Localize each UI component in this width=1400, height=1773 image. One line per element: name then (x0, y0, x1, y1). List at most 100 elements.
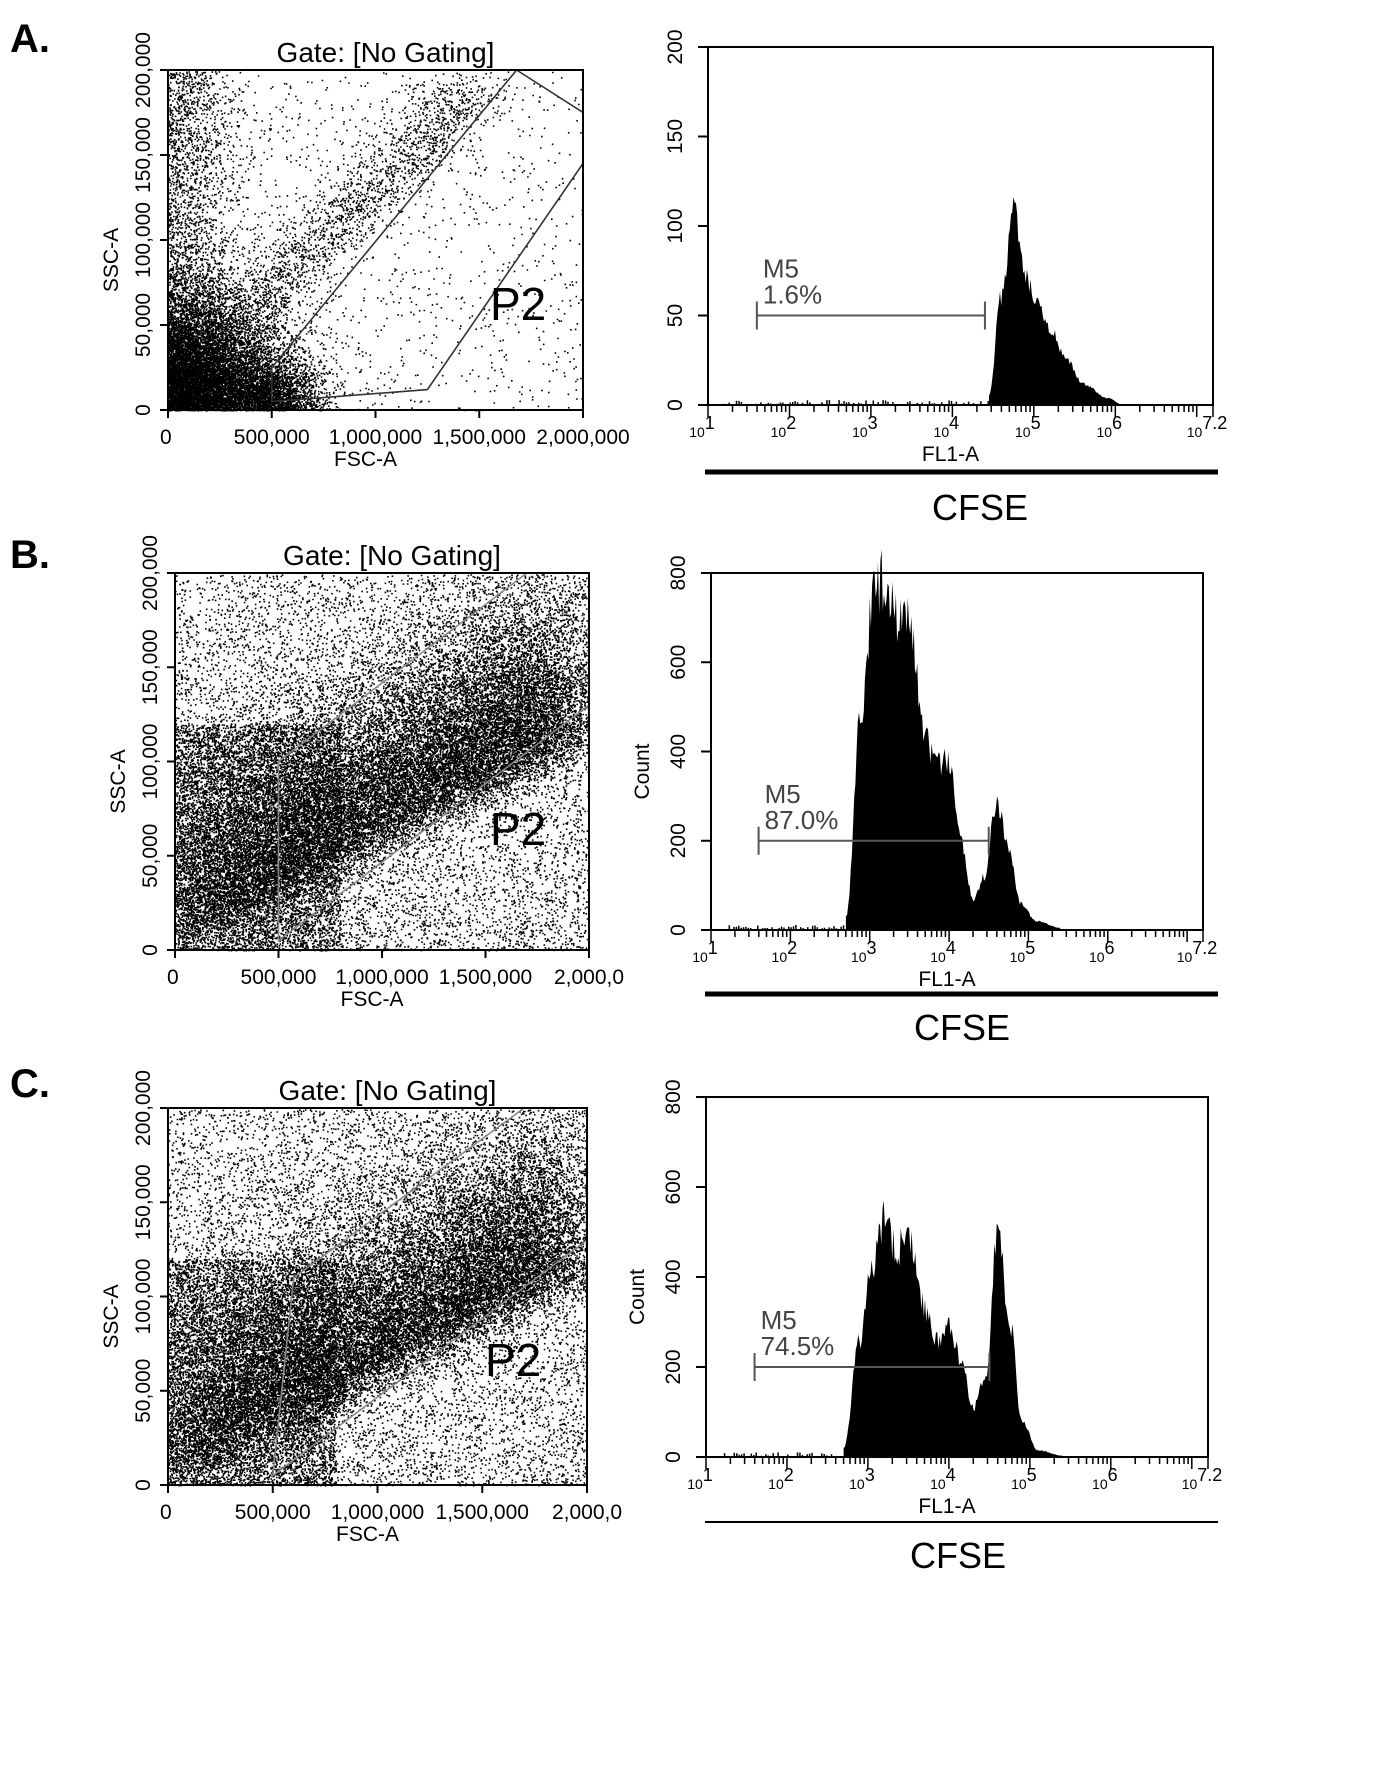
x-tick-label: 2,000,0 (552, 1501, 622, 1524)
cfse-caption: CFSE (932, 487, 1028, 528)
hist-y-tick-label: 400 (662, 1259, 685, 1294)
m5-marker-name: M5 (765, 779, 801, 809)
panel-label: A. (10, 17, 50, 61)
hist-x-tick-label: 107.2 (1177, 938, 1218, 965)
y-tick-label: 100,000 (132, 202, 155, 278)
x-tick-label: 1,500,000 (439, 966, 532, 989)
x-tick-label: 1,500,000 (433, 426, 526, 449)
scatter-events (168, 71, 584, 412)
hist-x-axis-label: FL1-A (918, 968, 975, 991)
histogram-bars (989, 197, 1124, 405)
hist-y-tick-label: 600 (667, 645, 690, 680)
hist-x-tick-label: 104 (930, 1465, 956, 1492)
hist-x-tick-label: 101 (692, 938, 718, 965)
hist-x-tick-label: 105 (1011, 1465, 1037, 1492)
x-tick-label: 1,000,000 (329, 426, 422, 449)
hist-x-tick-label: 102 (772, 938, 798, 965)
p2-gate-label: P2 (490, 278, 546, 330)
panel-b: B. Gate: [No Gating] 0 500,000 1,000,000 1,50… (10, 533, 1218, 1048)
y-tick-label: 150,000 (132, 117, 155, 193)
hist-x-tick-label: 101 (689, 413, 715, 440)
x-tick-label: 2,000,0 (554, 966, 624, 989)
hist-y-tick-label: 0 (667, 924, 690, 936)
hist-x-tick-label: 107.2 (1187, 413, 1228, 440)
m5-marker-name: M5 (761, 1305, 797, 1335)
hist-y-tick-label: 600 (662, 1169, 685, 1204)
y-tick-label: 200,000 (132, 32, 155, 108)
m5-marker (753, 1353, 991, 1381)
m5-marker-percent: 87.0% (765, 805, 839, 835)
hist-y-tick-label: 0 (662, 1451, 685, 1463)
cfse-caption: CFSE (910, 1535, 1006, 1576)
hist-x-ticks (710, 930, 1204, 942)
scatter-plot: Gate: [No Gating] 0 500,000 1,000,000 1,500,… (107, 535, 624, 1011)
scatter-events (168, 1109, 588, 1487)
hist-x-axis-label: FL1-A (922, 443, 979, 466)
hist-x-ticks (707, 405, 1214, 417)
x-tick-label: 0 (167, 966, 179, 989)
m5-marker-percent: 74.5% (761, 1331, 835, 1361)
p2-gate (270, 68, 584, 403)
x-axis-label: FSC-A (336, 1523, 399, 1546)
hist-y-axis-label: Count (631, 743, 654, 799)
hist-x-tick-label: 106 (1092, 1465, 1118, 1492)
scatter-plot: Gate: [No Gating] 0 500,000 1,000,000 1,500,… (100, 1070, 622, 1546)
hist-x-axis-label: FL1-A (918, 1495, 975, 1518)
hist-y-tick-label: 100 (664, 208, 687, 243)
y-tick-label: 100,000 (132, 1259, 155, 1335)
hist-y-tick-label: 200 (667, 823, 690, 858)
hist-x-tick-label: 104 (930, 938, 956, 965)
p2-gate-label: P2 (490, 803, 546, 855)
hist-x-tick-label: 102 (771, 413, 797, 440)
x-tick-label: 500,000 (241, 966, 317, 989)
y-tick-label: 100,000 (139, 724, 162, 800)
hist-y-tick-label: 0 (664, 399, 687, 411)
hist-y-tick-label: 200 (662, 1349, 685, 1384)
hist-y-tick-label: 800 (667, 555, 690, 590)
gate-title: Gate: [No Gating] (283, 540, 501, 571)
y-tick-label: 50,000 (132, 293, 155, 357)
y-tick-label: 150,000 (139, 629, 162, 705)
cfse-caption: CFSE (914, 1007, 1010, 1048)
panel-a: A. Gate: [No Gating] 0 500,000 1,000,000 1,50… (10, 17, 1227, 528)
y-tick-label: 50,000 (132, 1359, 155, 1423)
hist-x-tick-label: 106 (1096, 413, 1122, 440)
x-axis-label: FSC-A (334, 448, 397, 471)
hist-y-tick-label: 50 (664, 304, 687, 327)
hist-x-tick-label: 104 (934, 413, 960, 440)
x-tick-label: 1,000,000 (335, 966, 428, 989)
scatter-plot: Gate: [No Gating] 0 500,000 1,000,000 1,500,… (100, 32, 630, 471)
panel-c: C. Gate: [No Gating] 0 500,000 1,000,000 1,50… (10, 1062, 1222, 1576)
y-tick-label: 0 (132, 1479, 155, 1491)
panel-label: B. (10, 533, 50, 577)
x-tick-label: 2,000,000 (536, 426, 629, 449)
hist-y-tick-label: 400 (667, 734, 690, 769)
hist-y-axis-label: Count (626, 1269, 649, 1325)
y-axis-label: SSC-A (100, 1284, 123, 1348)
x-tick-label: 0 (160, 1501, 172, 1524)
hist-x-tick-label: 107.2 (1182, 1465, 1223, 1492)
histogram-bars (843, 1200, 1063, 1457)
y-tick-label: 0 (132, 404, 155, 416)
x-tick-label: 0 (160, 426, 172, 449)
hist-x-tick-label: 103 (851, 938, 877, 965)
y-axis-label: SSC-A (100, 228, 123, 292)
hist-x-tick-label: 102 (768, 1465, 794, 1492)
histogram-bars (845, 549, 1061, 930)
scatter-events (175, 574, 590, 952)
histogram: 0 200 400 600 800 Count 101 102 103 104 105 106 107.… (626, 1079, 1222, 1518)
x-tick-label: 500,000 (235, 1501, 311, 1524)
m5-marker (755, 301, 986, 330)
m5-marker-percent: 1.6% (763, 280, 822, 310)
hist-y-tick-label: 200 (664, 29, 687, 64)
hist-y-tick-label: 800 (662, 1079, 685, 1114)
hist-x-tick-label: 106 (1089, 938, 1115, 965)
x-tick-label: 1,500,000 (436, 1501, 529, 1524)
hist-y-tick-label: 150 (664, 119, 687, 154)
m5-marker (757, 826, 990, 855)
y-tick-label: 50,000 (139, 824, 162, 888)
y-tick-label: 200,000 (132, 1070, 155, 1146)
y-tick-label: 200,000 (139, 535, 162, 611)
histogram: 0 50 100 150 200 101 102 103 104 105 106 107.2 FL1-A… (664, 29, 1227, 466)
